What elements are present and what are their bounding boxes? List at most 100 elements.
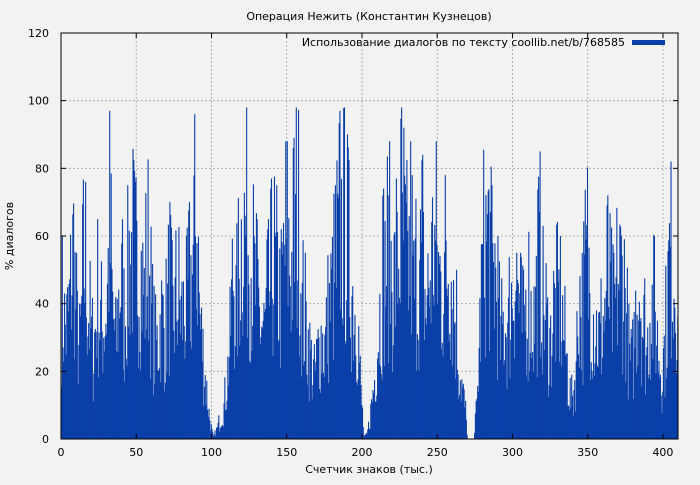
bar — [556, 221, 558, 439]
bar — [194, 236, 197, 439]
bar — [299, 335, 301, 439]
bar — [286, 141, 288, 439]
bar — [70, 329, 72, 439]
bar — [167, 283, 169, 439]
bar — [545, 263, 547, 439]
bar — [178, 226, 180, 439]
bar — [592, 314, 595, 439]
bar — [576, 311, 578, 439]
bar — [191, 348, 193, 439]
bar — [147, 159, 149, 439]
bar — [437, 303, 439, 439]
bar — [139, 351, 141, 439]
bar — [611, 227, 613, 439]
bar — [260, 337, 262, 439]
bar — [667, 251, 669, 439]
bar — [269, 291, 271, 439]
bar — [620, 226, 622, 439]
bar — [200, 307, 203, 439]
bar — [638, 320, 640, 439]
legend: Использование диалогов по тексту coollib… — [302, 36, 665, 49]
bar — [589, 380, 592, 439]
bar — [334, 282, 336, 439]
bar — [375, 401, 377, 439]
bar — [274, 236, 276, 439]
bar — [516, 279, 519, 439]
bar — [578, 367, 580, 439]
bar — [504, 333, 507, 439]
bar — [553, 271, 555, 439]
bar — [161, 280, 163, 439]
bar — [67, 287, 69, 439]
bar — [92, 401, 94, 439]
bar — [520, 257, 522, 439]
bar — [653, 236, 656, 439]
bar — [381, 379, 383, 439]
bar — [364, 434, 367, 439]
bar — [62, 347, 64, 439]
bar — [432, 294, 434, 439]
bar — [486, 214, 488, 439]
bar — [641, 337, 643, 439]
bar — [450, 359, 452, 439]
bar — [364, 434, 366, 439]
bar — [559, 361, 561, 439]
bar — [333, 193, 335, 439]
bar — [224, 377, 226, 439]
bar — [293, 137, 295, 439]
bar — [447, 284, 449, 439]
bar — [69, 279, 71, 439]
bar — [314, 370, 316, 439]
bar — [373, 393, 375, 439]
bar — [335, 287, 337, 439]
bar — [99, 340, 101, 439]
bar — [189, 341, 191, 439]
bar — [82, 179, 84, 440]
bar — [514, 301, 516, 439]
bar — [598, 311, 601, 439]
bar — [145, 193, 147, 439]
bar — [325, 297, 327, 439]
bar — [174, 277, 176, 439]
bar — [502, 311, 504, 439]
bar — [675, 373, 677, 439]
bar — [151, 303, 153, 439]
bar — [120, 307, 122, 439]
bar — [261, 326, 263, 439]
bar — [617, 345, 619, 439]
bar — [217, 422, 219, 439]
bar — [646, 347, 648, 439]
bar — [133, 159, 135, 440]
x-tick-label: 100 — [201, 446, 222, 459]
bar — [417, 339, 419, 439]
bar — [258, 287, 260, 439]
bar — [524, 331, 526, 439]
bar — [264, 312, 266, 439]
bar — [392, 345, 394, 439]
bar — [357, 379, 359, 439]
bar — [543, 315, 545, 439]
bar — [549, 327, 551, 439]
bar — [273, 176, 276, 440]
bar — [437, 251, 440, 439]
bar — [210, 424, 212, 439]
bar — [144, 338, 146, 439]
bar — [434, 240, 437, 439]
bar — [340, 178, 343, 440]
bar — [597, 367, 599, 439]
bar — [282, 222, 285, 439]
bar — [270, 178, 273, 440]
bar — [334, 185, 336, 439]
bar — [121, 243, 123, 439]
bar — [152, 395, 154, 439]
bar — [188, 210, 190, 440]
bar — [442, 356, 444, 439]
bar — [258, 306, 260, 439]
bar — [212, 435, 215, 439]
x-tick-label: 0 — [58, 446, 65, 459]
bar — [106, 283, 108, 439]
bar — [676, 359, 678, 439]
bar — [117, 352, 119, 439]
bar — [152, 263, 154, 439]
